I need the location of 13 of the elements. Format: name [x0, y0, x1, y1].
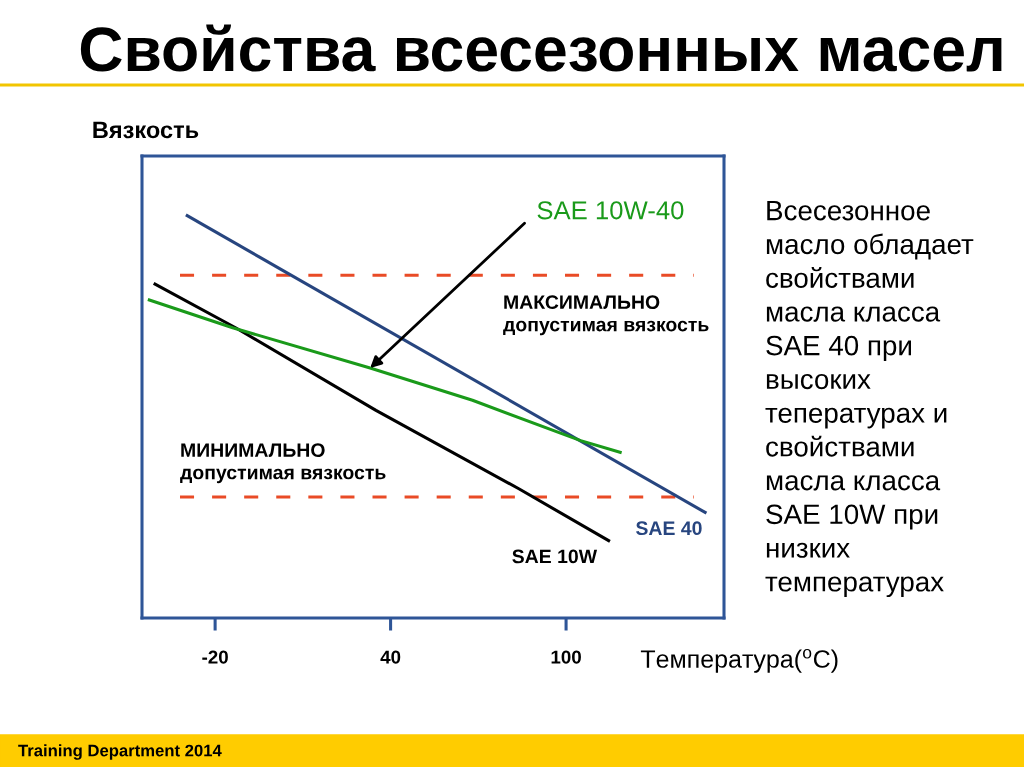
x-tick-label: -20 [202, 650, 228, 664]
x-tick-label: 40 [380, 650, 401, 664]
x-tick-label: 100 [551, 650, 581, 664]
y-axis-title: Вязкость [93, 121, 199, 139]
text: SAE 10W-40 [537, 201, 684, 220]
ref-line-label: МАКСИМАЛЬНО допустимая вязкость [503, 295, 709, 336]
ref-line-label: МИНИМАЛЬНО допустимая вязкость [180, 443, 386, 484]
chart-title: Свойства всесезонных масел [80, 24, 1002, 72]
text: Training Department 2014 [18, 744, 222, 760]
series-label: SAE 40 [636, 521, 702, 536]
text: Всесезонное масло обладает свойствами масла класса SAE 40 при высоких тепературах и свойствами масла класса SAE 10W при низких температурах [765, 201, 974, 598]
x-axis-title: Температура($^{o}$C) [640, 648, 838, 673]
series-label: SAE 10W [512, 549, 598, 564]
